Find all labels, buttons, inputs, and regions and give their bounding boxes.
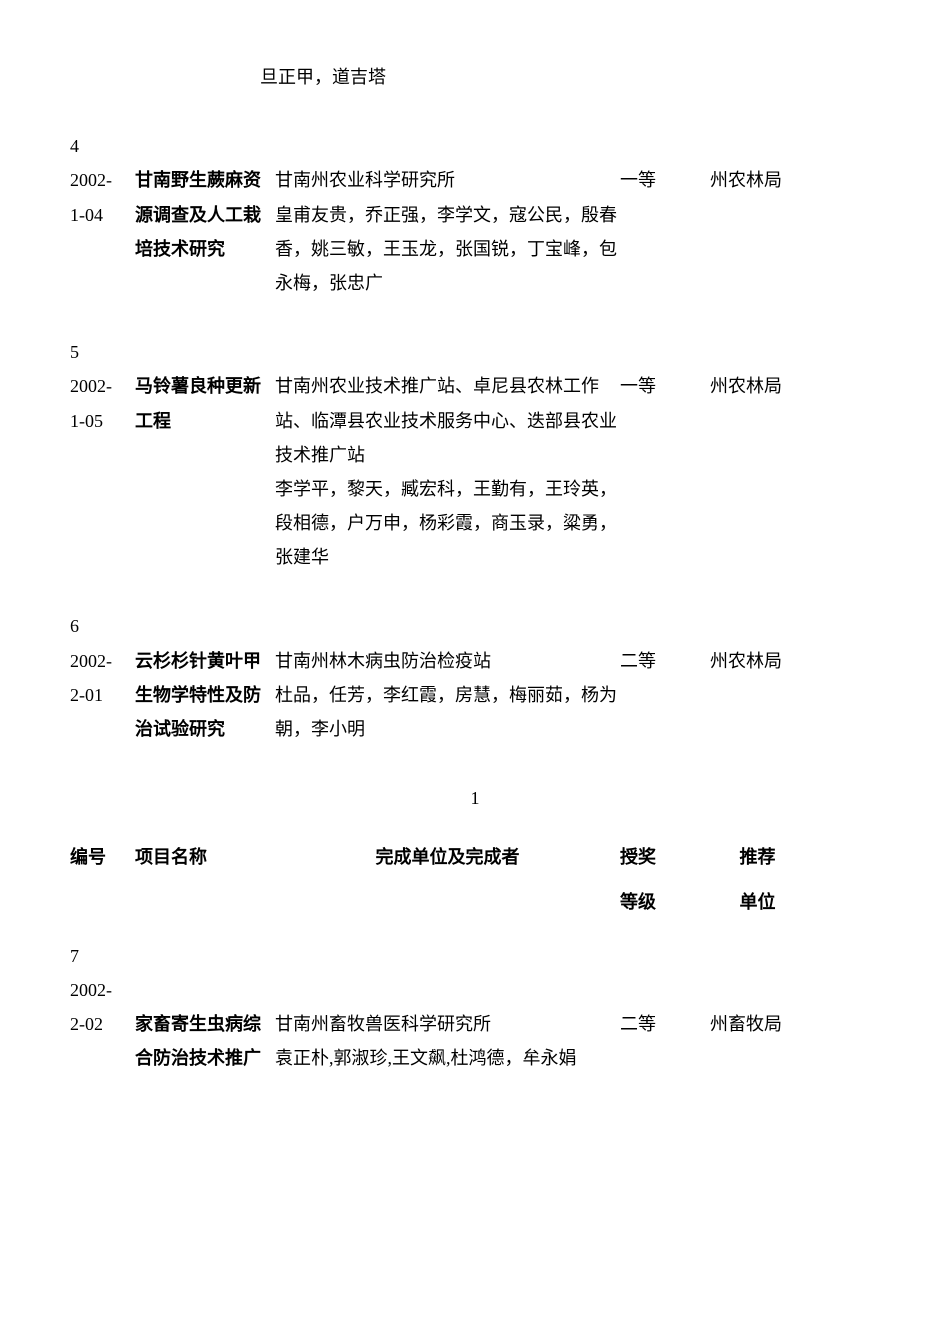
project-name: 家畜寄生虫病综 合防治技术推广 xyxy=(135,1007,275,1075)
header-recommend: 推荐 xyxy=(710,840,805,874)
entry-code-bottom: 1-04 xyxy=(70,198,135,232)
award-level: 一等 xyxy=(620,163,710,300)
entry-number: 6 xyxy=(70,609,880,643)
subheader-level: 等级 xyxy=(620,885,710,919)
entry-number: 7 xyxy=(70,939,880,973)
entry-number: 4 xyxy=(70,129,880,163)
header-project: 项目名称 xyxy=(135,840,275,874)
entry-code-top: 2002- xyxy=(70,369,135,403)
recommend-org: 州农林局 xyxy=(710,369,805,574)
award-level: 二等 xyxy=(620,1007,710,1075)
entry-code-top: 2002- xyxy=(70,973,880,1007)
entry-code-top: 2002- xyxy=(70,163,135,197)
completion-info: 甘南州畜牧兽医科学研究所 袁正朴,郭淑珍,王文飙,杜鸿德，牟永娟 xyxy=(275,1007,620,1075)
award-level: 一等 xyxy=(620,369,710,574)
project-name: 甘南野生蕨麻资 源调查及人工栽 培技术研究 xyxy=(135,163,275,300)
subheader-unit: 单位 xyxy=(710,885,805,919)
recommend-org: 州农林局 xyxy=(710,644,805,747)
recommend-org: 州畜牧局 xyxy=(710,1007,805,1075)
project-name: 马铃薯良种更新 工程 xyxy=(135,369,275,574)
header-completion: 完成单位及完成者 xyxy=(275,840,620,874)
entry-4: 4 2002- 1-04 甘南野生蕨麻资 源调查及人工栽 培技术研究 甘南州农业… xyxy=(70,129,880,300)
header-award: 授奖 xyxy=(620,840,710,874)
award-level: 二等 xyxy=(620,644,710,747)
entry-code-bottom: 1-05 xyxy=(70,404,135,438)
entry-6: 6 2002- 2-01 云杉杉针黄叶甲 生物学特性及防 治试验研究 甘南州林木… xyxy=(70,609,880,746)
completion-info: 甘南州农业科学研究所 皇甫友贵，乔正强，李学文，寇公民，殷春香，姚三敏，王玉龙，… xyxy=(275,163,620,300)
header-id: 编号 xyxy=(70,840,135,874)
completion-info: 甘南州农业技术推广站、卓尼县农林工作站、临潭县农业技术服务中心、迭部县农业技术推… xyxy=(275,369,620,574)
project-name: 云杉杉针黄叶甲 生物学特性及防 治试验研究 xyxy=(135,644,275,747)
page-number: 1 xyxy=(70,781,880,815)
entry-code-top: 2002- xyxy=(70,644,135,678)
entry-7: 7 2002- 2-02 家畜寄生虫病综 合防治技术推广 甘南州畜牧兽医科学研究… xyxy=(70,939,880,1076)
top-names: 旦正甲，道吉塔 xyxy=(260,60,880,94)
recommend-org: 州农林局 xyxy=(710,163,805,300)
entry-5: 5 2002- 1-05 马铃薯良种更新 工程 甘南州农业技术推广站、卓尼县农林… xyxy=(70,335,880,574)
table-subheader: 等级 单位 xyxy=(70,885,880,919)
entry-code-bottom: 2-01 xyxy=(70,678,135,712)
completion-info: 甘南州林木病虫防治检疫站 杜品，任芳，李红霞，房慧，梅丽茹，杨为朝，李小明 xyxy=(275,644,620,747)
entry-number: 5 xyxy=(70,335,880,369)
entry-code-bottom: 2-02 xyxy=(70,1007,135,1041)
table-header: 编号 项目名称 完成单位及完成者 授奖 推荐 xyxy=(70,840,880,874)
